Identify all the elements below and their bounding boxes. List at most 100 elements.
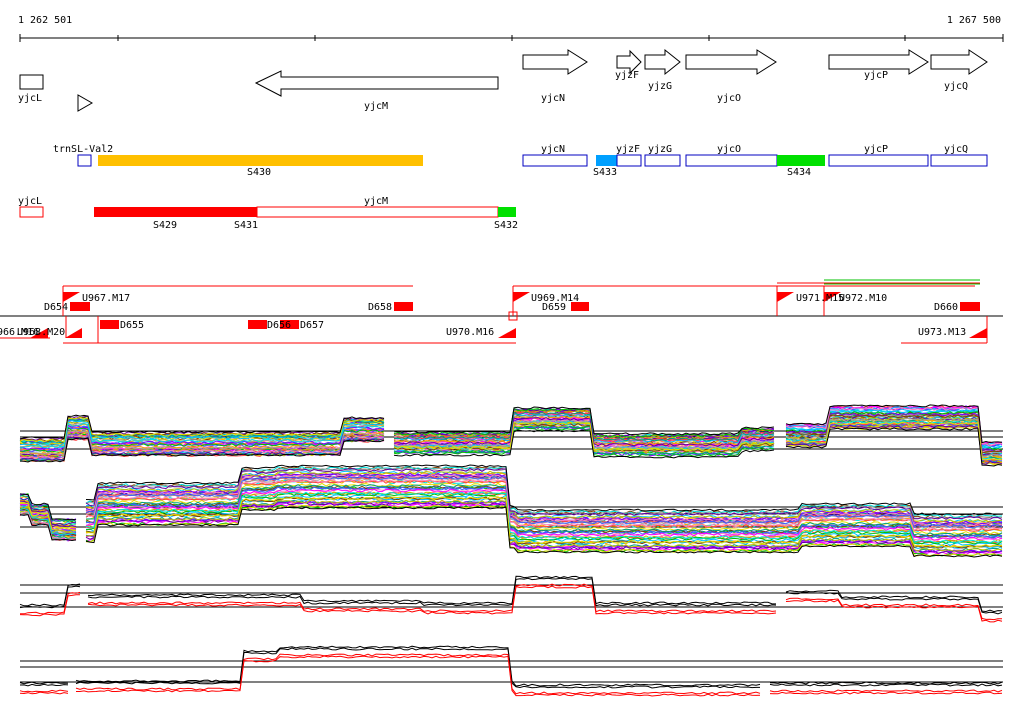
expression-profile-line	[785, 599, 1003, 623]
regulatory-label[interactable]: U966.M16	[0, 327, 39, 338]
segment-trnSL-Val2[interactable]: trnSL-Val2	[53, 144, 113, 167]
segment-S431[interactable]: S431	[234, 220, 258, 231]
segment-label: yjzF	[616, 144, 640, 155]
coordinate-start: 1 262 501	[18, 15, 72, 26]
segment-yjcQ[interactable]: yjcQ	[930, 144, 988, 167]
expression-profile-line	[87, 585, 777, 615]
segment-label: S432	[494, 220, 518, 231]
segment-label: yjcL	[18, 196, 42, 207]
segment-track-2: yjcL S429 S431 yjcM S432	[18, 196, 518, 231]
regulatory-label[interactable]: D659	[542, 302, 566, 313]
expression-profile-line	[75, 653, 761, 695]
expression-profile-line	[76, 655, 761, 697]
segment-S434[interactable]: S434	[777, 155, 825, 178]
segment-yjcL[interactable]: yjcL	[18, 196, 44, 218]
expression-profile-line	[785, 427, 1003, 467]
regulatory-label[interactable]: U967.M17	[82, 293, 130, 304]
expression-profile-line	[85, 479, 1003, 532]
segment-yjcN[interactable]: yjcN	[522, 144, 588, 167]
gene-yjcQ[interactable]: yjcQ	[930, 49, 988, 92]
regulatory-label[interactable]: D654	[44, 302, 68, 313]
expression-profile-line	[19, 426, 385, 453]
regulatory-label[interactable]: U971.M15	[796, 293, 844, 304]
segment-label: S431	[234, 220, 258, 231]
expression-profile-line	[785, 407, 1003, 447]
expression-profile-line	[785, 417, 1003, 458]
expression-profile-line	[785, 589, 1003, 613]
gene-label: yjcL	[18, 93, 42, 104]
expression-profile-line	[785, 414, 1003, 454]
expression-profile-line	[19, 583, 81, 607]
expression-profile-line	[393, 411, 775, 442]
segment-S430[interactable]: S430	[98, 155, 423, 178]
gene-label: yjcM	[364, 101, 388, 112]
segment-S429[interactable]: S429	[94, 207, 257, 231]
expression-profile-line	[75, 647, 760, 689]
segment-label: yjcO	[717, 144, 741, 155]
gene-yjcL[interactable]: yjcL	[18, 74, 44, 104]
gene-label: yjcQ	[944, 81, 968, 92]
expression-profile-line	[785, 591, 1003, 615]
segment-label: S434	[787, 167, 811, 178]
expression-panel-4	[19, 645, 1003, 697]
regulatory-label[interactable]: U972.M10	[839, 293, 887, 304]
expression-panel-2	[19, 464, 1003, 558]
expression-profile-line	[19, 500, 77, 528]
gene-yjzG[interactable]: yjzG	[644, 48, 681, 92]
segment-label: yjcQ	[944, 144, 968, 155]
expression-profile-line	[785, 412, 1003, 453]
expression-panel-1	[19, 404, 1003, 467]
expression-profile-line	[769, 689, 1003, 693]
gene-yjzF[interactable]: yjzF	[615, 49, 642, 81]
expression-profile-line	[85, 486, 1003, 539]
gene-label: yjcP	[864, 70, 888, 81]
gene-yjcM[interactable]: yjcM	[254, 70, 499, 112]
expression-profile-line	[19, 434, 385, 460]
expression-profile-line	[785, 409, 1003, 449]
segment-yjcO[interactable]: yjcO	[685, 144, 778, 167]
expression-profile-line	[19, 437, 385, 463]
regulatory-label[interactable]: D656	[267, 320, 291, 331]
regulatory-label[interactable]: D658	[368, 302, 392, 313]
coordinate-end: 1 267 500	[947, 15, 1001, 26]
segment-S432[interactable]: S432	[494, 207, 518, 231]
expression-profile-line	[87, 577, 777, 607]
expression-profile-line	[19, 683, 69, 687]
regulatory-label[interactable]: U969.M14	[531, 293, 579, 304]
segment-yjzG[interactable]: yjzG	[644, 144, 681, 167]
expression-profile-line	[393, 422, 775, 453]
expression-profile-line	[85, 495, 1003, 548]
segment-label: S433	[593, 167, 617, 178]
segment-label: S429	[153, 220, 177, 231]
expression-profile-line	[19, 505, 77, 534]
regulatory-label[interactable]: U968.M20	[17, 327, 65, 338]
segment-yjcM[interactable]: yjcM	[256, 196, 499, 218]
expression-profile-line	[85, 488, 1003, 541]
gene-yjcP[interactable]: yjcP	[828, 49, 929, 81]
expression-profile-line	[785, 404, 1003, 444]
regulatory-label[interactable]: U970.M16	[446, 327, 494, 338]
regulatory-label[interactable]: D660	[934, 302, 958, 313]
segment-S433[interactable]: S433	[593, 155, 617, 178]
coordinate-ruler: 1 262 501 1 267 500	[18, 15, 1004, 42]
expression-profile-line	[19, 416, 385, 443]
segment-label: yjzG	[648, 144, 672, 155]
regulatory-label[interactable]: U973.M13	[918, 327, 966, 338]
expression-profile-line	[19, 594, 81, 617]
gene-yjcO[interactable]: yjcO	[685, 49, 777, 104]
expression-profile-line	[85, 484, 1003, 537]
gene-small-arrow[interactable]	[77, 94, 94, 112]
expression-panel-3	[19, 575, 1003, 623]
expression-profile-line	[20, 591, 81, 615]
expression-profile-line	[19, 514, 77, 542]
segment-yjcP[interactable]: yjcP	[828, 144, 929, 167]
expression-profile-line	[393, 417, 775, 447]
regulatory-label[interactable]: D657	[300, 320, 324, 331]
regulatory-label[interactable]: D655	[120, 320, 144, 331]
expression-profile-line	[85, 499, 1003, 552]
segment-yjzF[interactable]: yjzF	[616, 144, 642, 167]
gene-label: yjcO	[717, 93, 741, 104]
gene-yjcN[interactable]: yjcN	[522, 49, 588, 104]
expression-profile-line	[85, 464, 1003, 516]
expression-profile-line	[19, 507, 77, 536]
